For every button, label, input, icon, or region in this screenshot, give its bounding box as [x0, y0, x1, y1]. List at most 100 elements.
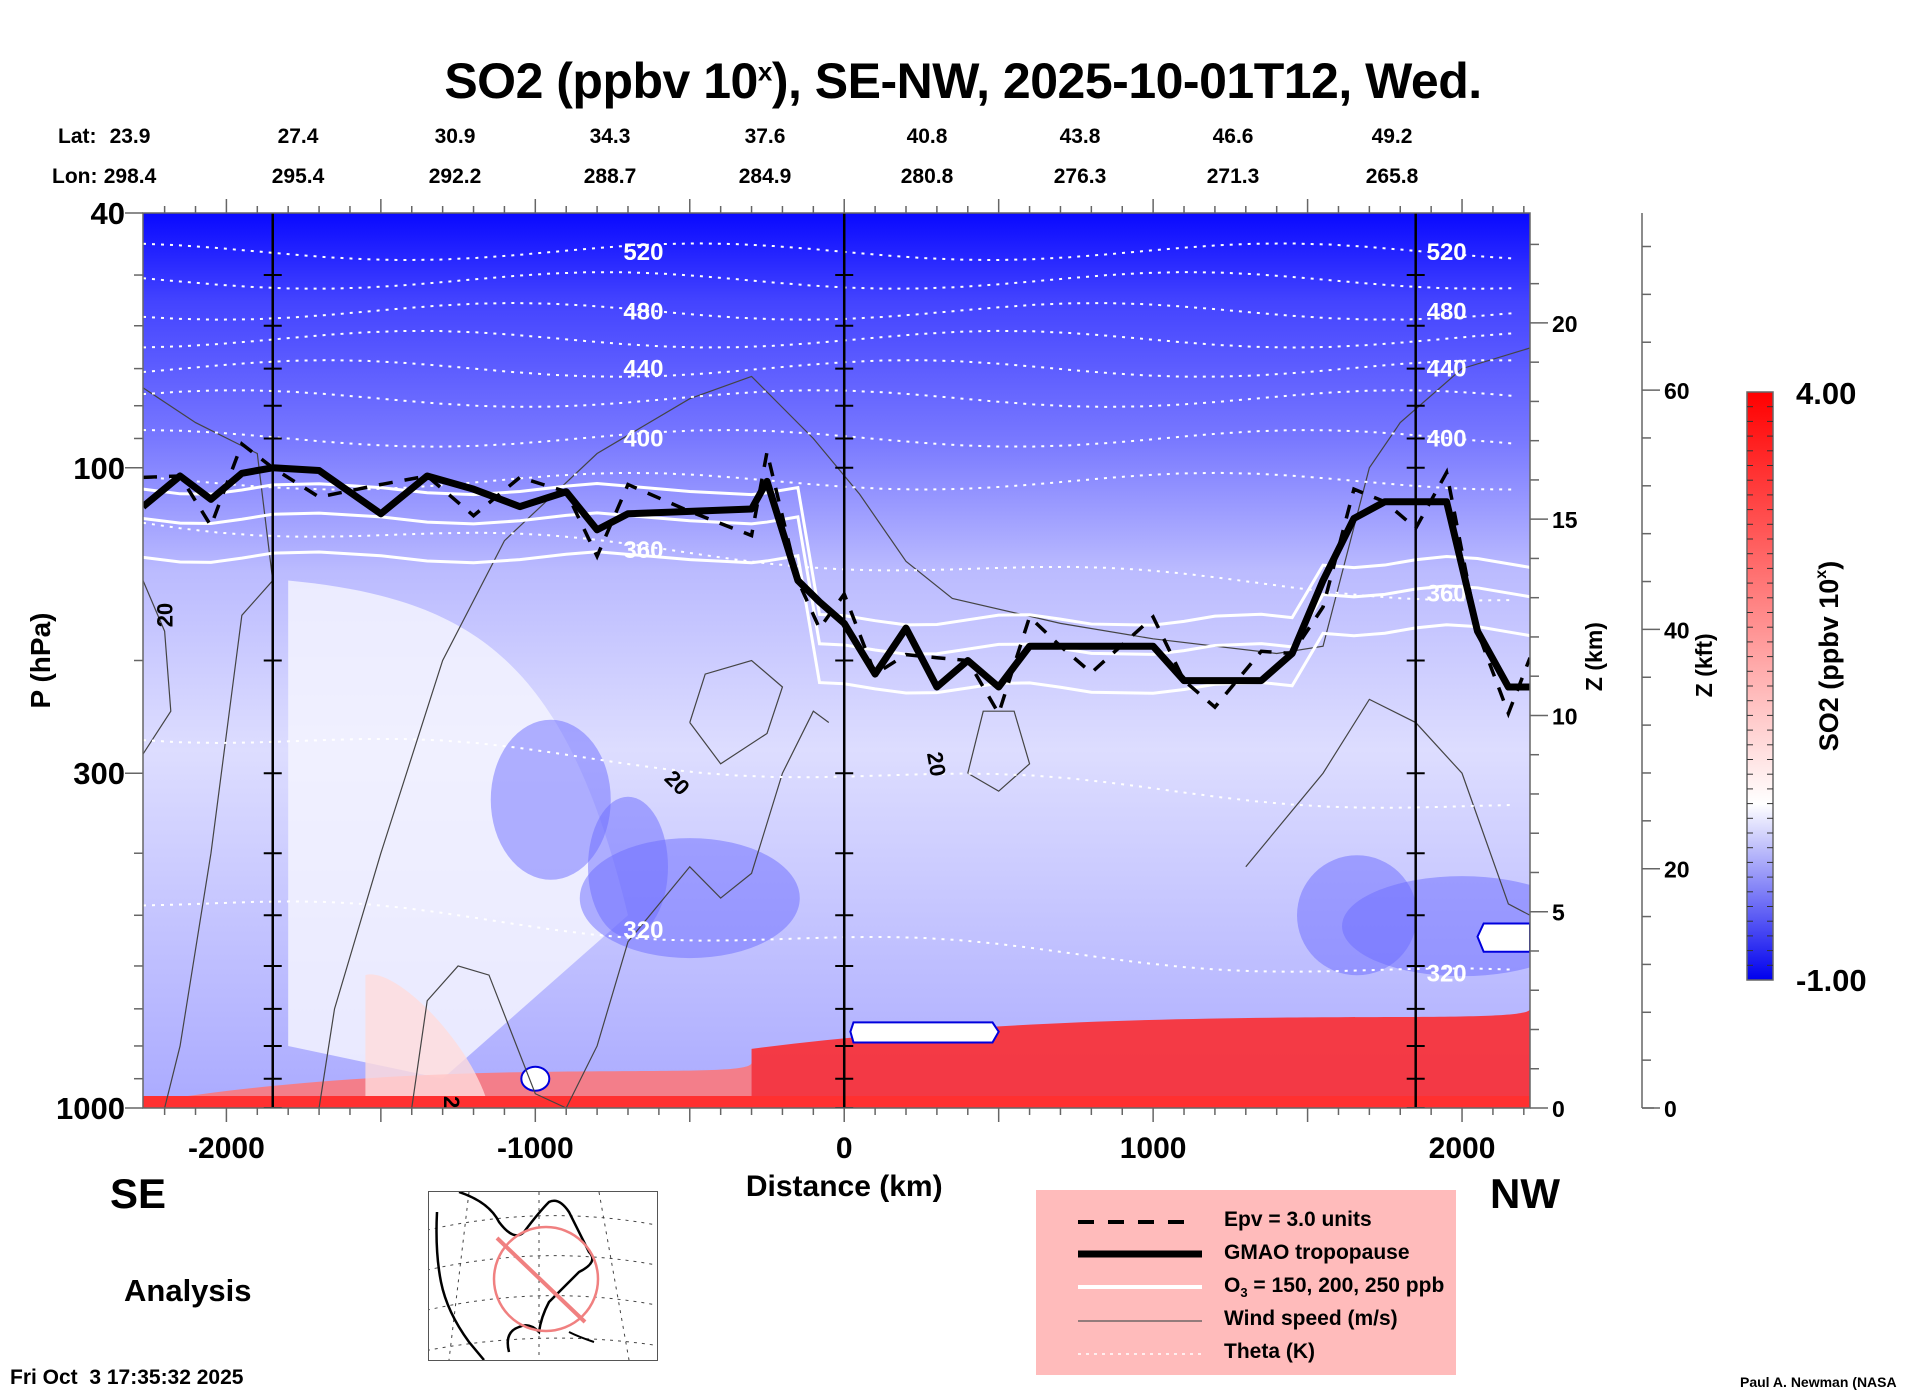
y-tick-label: 100	[73, 451, 125, 486]
zkft-tick-label: 20	[1664, 857, 1690, 883]
legend-item-epv: Epv = 3.0 units	[1224, 1208, 1372, 1231]
wind-speed-contour	[411, 965, 567, 1108]
ozone-contour	[143, 550, 1530, 695]
masked-region	[1476, 922, 1530, 953]
lon-value: 280.8	[900, 165, 954, 188]
theta-contour	[143, 242, 1515, 262]
ozone-contour	[143, 482, 1530, 627]
lon-value: 265.8	[1365, 165, 1419, 188]
wind-speed-contour	[143, 387, 274, 1108]
legend-item-wind: Wind speed (m/s)	[1224, 1307, 1398, 1330]
zkft-tick-label: 60	[1664, 378, 1690, 404]
lon-value: 271.3	[1206, 165, 1260, 188]
theta-contour-label: 320	[1427, 961, 1467, 988]
zkm-axis-label: Z (km)	[1581, 622, 1607, 691]
lat-value: 27.4	[277, 125, 319, 148]
theta-contour-label: 440	[1427, 356, 1467, 383]
y-tick-label: 1000	[56, 1091, 125, 1126]
so2-region-low	[288, 580, 628, 1079]
lon-value: 288.7	[583, 165, 637, 188]
coastline	[568, 1331, 595, 1343]
x-tick-label: -1000	[497, 1132, 574, 1165]
theta-contour	[143, 329, 1515, 349]
wind-speed-label-text: 20	[439, 1096, 464, 1120]
zkm-tick-label: 15	[1552, 507, 1578, 533]
y-tick-label: 40	[91, 196, 125, 231]
theta-contour-label: 520	[1427, 239, 1467, 266]
zkm-axis-label-group: Z (km)	[1581, 622, 1607, 691]
theta-contour-label: 320	[623, 917, 663, 944]
zkft-tick-label: 0	[1664, 1096, 1677, 1122]
so2-surface-band	[143, 1096, 1530, 1108]
wind-speed-contour	[565, 710, 830, 1108]
lat-value: 49.2	[1371, 125, 1413, 148]
lon-value: 295.4	[271, 165, 325, 188]
lon-value: 298.4	[103, 165, 157, 188]
theta-contour	[143, 271, 1515, 290]
wind-speed-label: 20	[153, 603, 178, 627]
legend: Epv = 3.0 units GMAO tropopause O3 = 150…	[1036, 1190, 1456, 1375]
credit: Paul A. Newman (NASA	[1740, 1374, 1897, 1390]
theta-contour-label: 400	[623, 425, 663, 452]
lat-value: 23.9	[109, 125, 151, 148]
colorbar-label-main: SO2 (ppbv 10	[1814, 579, 1844, 752]
theta-contour	[143, 471, 1515, 491]
zkm-tick-label: 20	[1552, 311, 1578, 337]
colorbar-min-label: -1.00	[1796, 963, 1867, 998]
map-graticule	[429, 1215, 657, 1231]
zkm-tick-label: 10	[1552, 703, 1578, 729]
theta-contour	[143, 302, 1515, 321]
direction-label-se: SE	[110, 1170, 167, 1217]
locator-map-graphic	[429, 1192, 657, 1360]
chart-title: SO2 (ppbv 10x), SE-NW, 2025-10-01T12, We…	[444, 53, 1482, 109]
colorbar-label-end: )	[1814, 561, 1844, 570]
y-axis-label: P (hPa)	[25, 613, 56, 709]
x-tick-label: 1000	[1120, 1132, 1187, 1165]
theta-contour-label: 520	[623, 239, 663, 266]
colorbar-label: SO2 (ppbv 10x)	[1813, 561, 1844, 751]
epv-contour	[143, 441, 1530, 719]
zkft-tick-label: 40	[1664, 617, 1690, 643]
so2-region-high	[365, 974, 489, 1108]
theta-contour-label: 440	[623, 356, 663, 383]
direction-label-nw: NW	[1490, 1170, 1560, 1217]
lon-value: 284.9	[738, 165, 792, 188]
timestamp: Fri Oct 3 17:35:32 2025	[10, 1366, 244, 1389]
theta-contour-label: 480	[623, 298, 663, 325]
colorbar-max-label: 4.00	[1796, 376, 1856, 411]
wind-speed-label-text: 20	[922, 750, 951, 778]
wind-speed-contour	[689, 659, 784, 765]
theta-contour	[143, 389, 1515, 408]
masked-region	[849, 1021, 1000, 1044]
x-tick-label: 2000	[1429, 1132, 1496, 1165]
lat-label: Lat:	[58, 125, 97, 148]
colorbar-label-group: SO2 (ppbv 10x)	[1813, 561, 1844, 751]
zkft-axis-label-group: Z (kft)	[1691, 633, 1717, 697]
theta-contour	[143, 359, 1515, 378]
map-graticule	[448, 1192, 470, 1360]
map-graticule	[429, 1337, 657, 1351]
map-graticule	[429, 1295, 657, 1311]
lon-label: Lon:	[52, 165, 98, 188]
zkm-tick-label: 5	[1552, 900, 1565, 926]
locator-map	[428, 1191, 658, 1361]
map-range-ring	[492, 1225, 600, 1333]
zkm-tick-label: 0	[1552, 1096, 1565, 1122]
colorbar-label-sup: x	[1813, 570, 1830, 579]
legend-item-tropopause: GMAO tropopause	[1224, 1241, 1410, 1264]
map-graticule	[598, 1192, 630, 1360]
theta-contour	[143, 429, 1515, 448]
analysis-label: Analysis	[124, 1273, 252, 1308]
gmao-tropopause	[143, 464, 1530, 691]
so2-region-low	[490, 719, 611, 880]
wind-speed-contour	[143, 580, 172, 755]
legend-swatches	[1078, 1220, 1202, 1355]
x-axis-label: Distance (km)	[746, 1170, 943, 1203]
so2-region-low	[587, 796, 668, 937]
theta-contour-label: 360	[623, 537, 663, 564]
wind-speed-contour	[967, 710, 1031, 792]
zkft-axis-label: Z (kft)	[1691, 633, 1717, 697]
lat-value: 37.6	[744, 125, 786, 148]
